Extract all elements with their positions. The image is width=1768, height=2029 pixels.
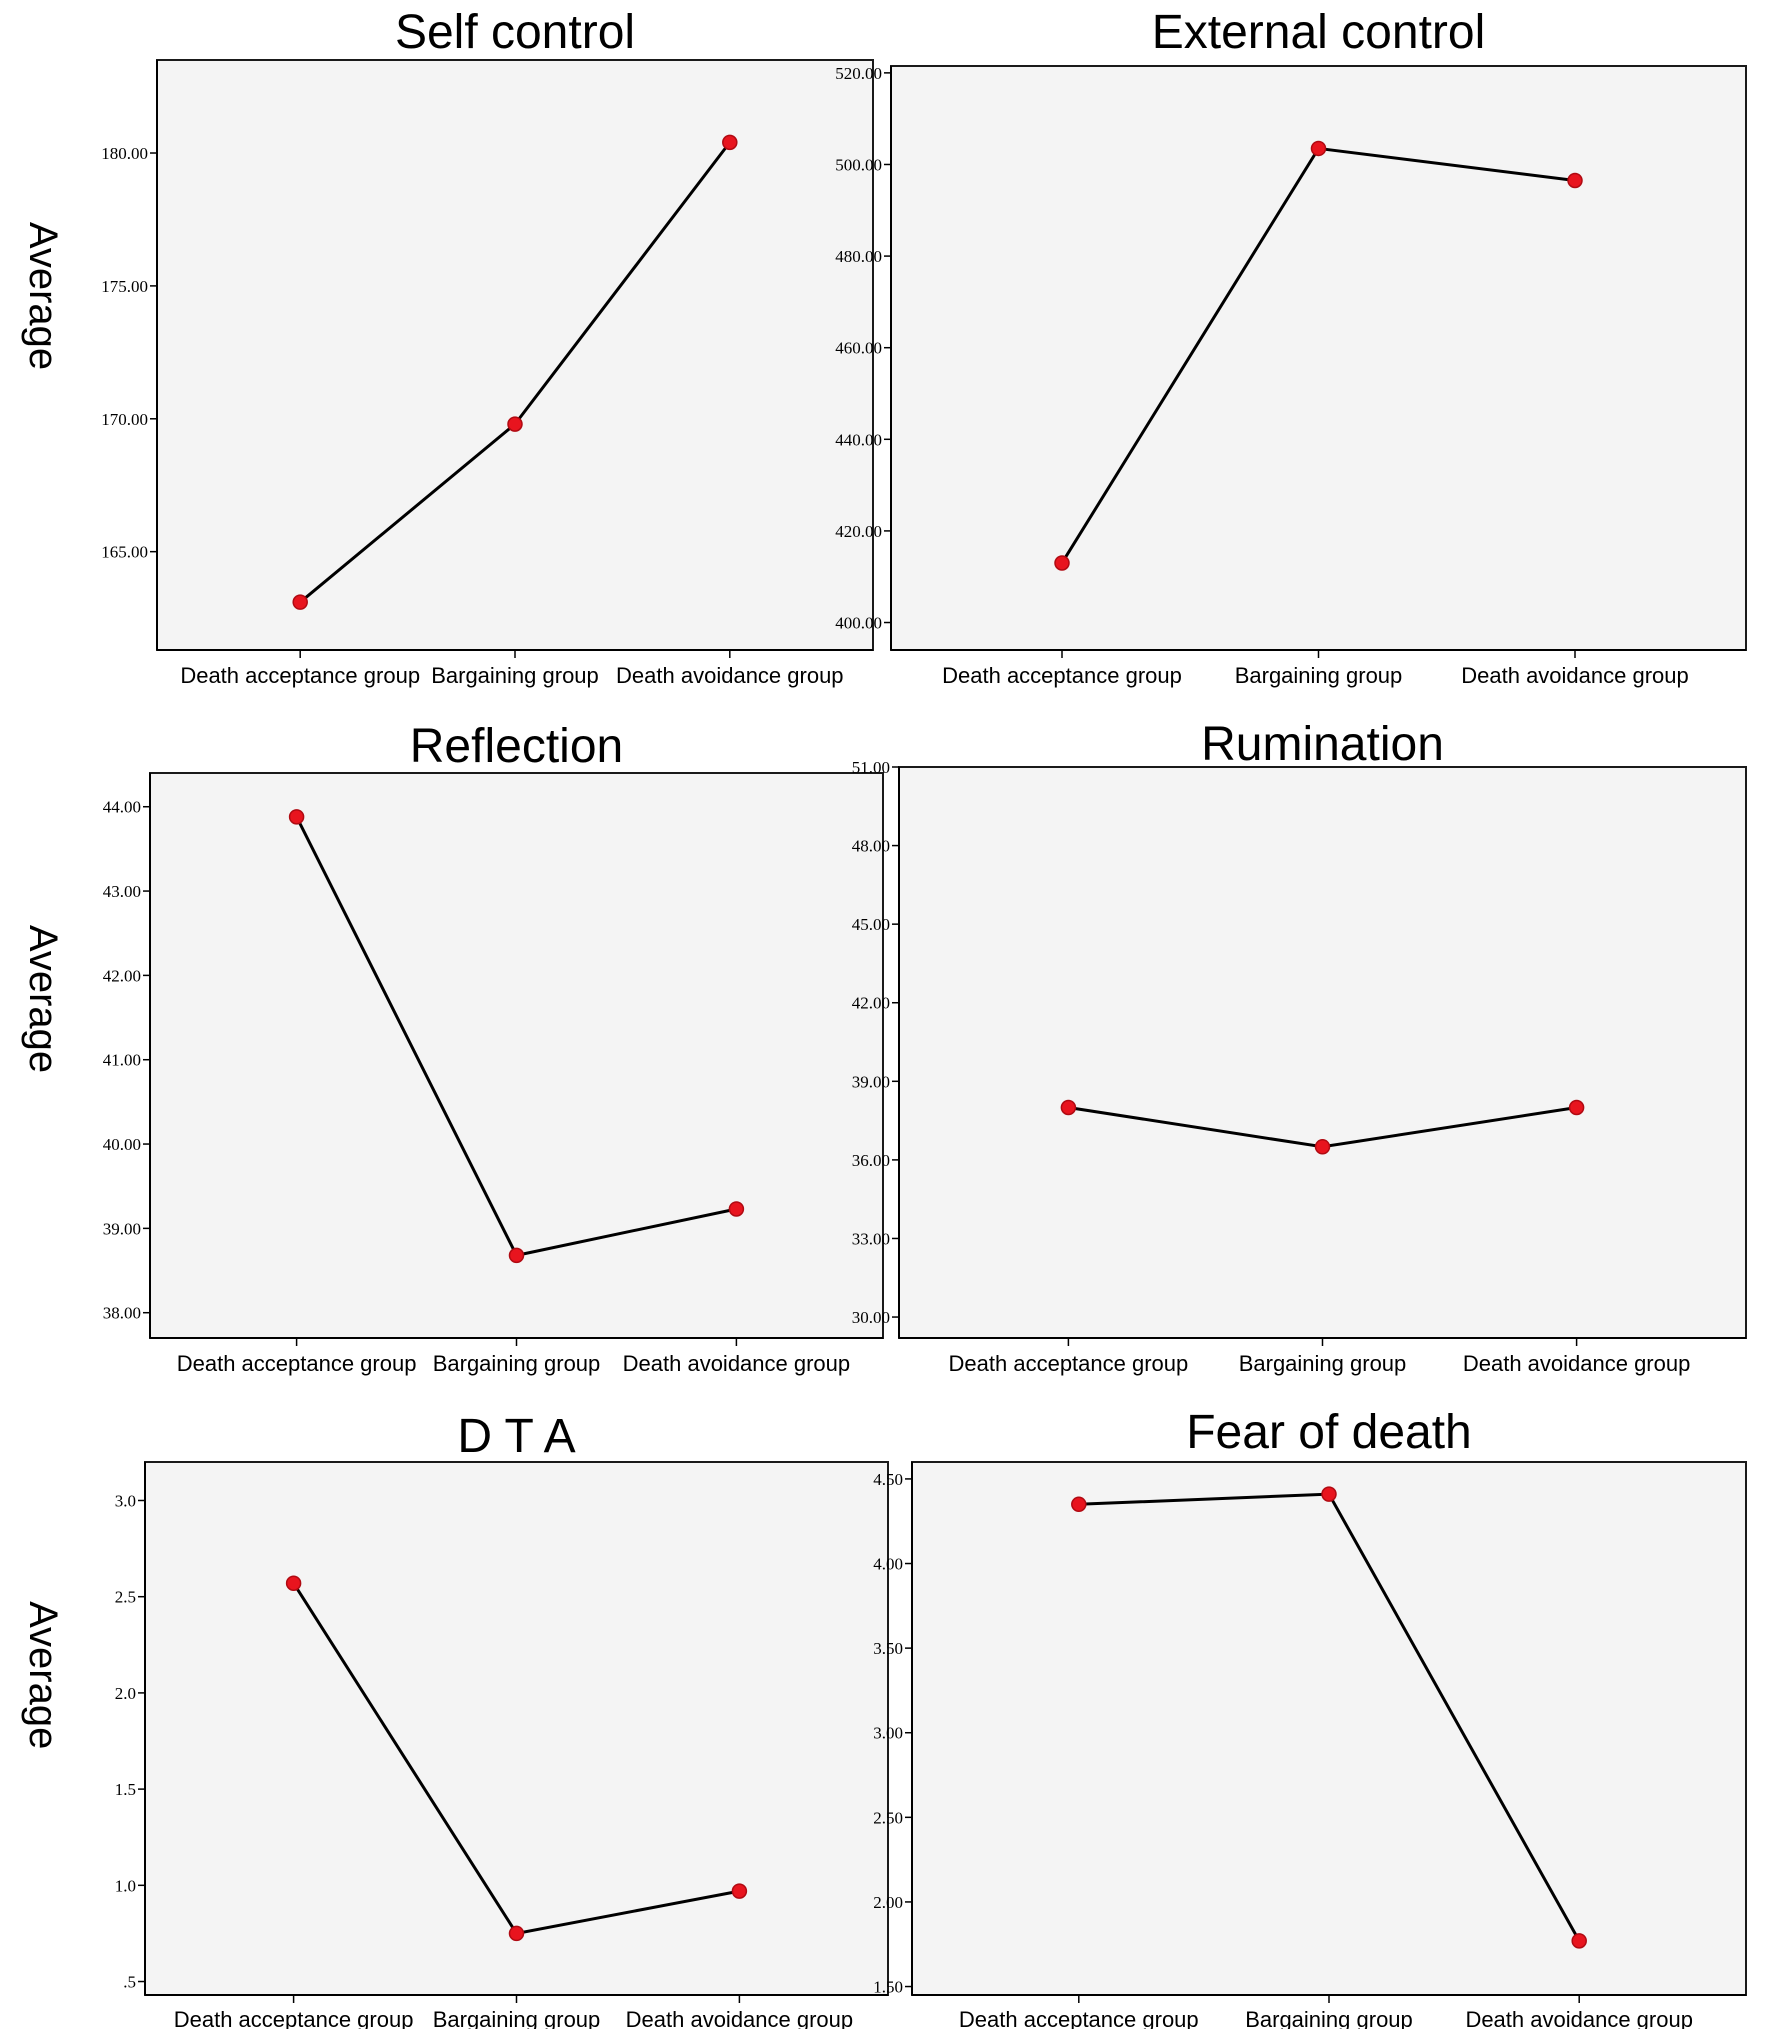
y-tick-label: 500.00 — [835, 155, 882, 174]
data-point — [728, 1201, 745, 1217]
x-tick-label: Bargaining group — [1245, 2007, 1413, 2029]
y-axis-label: Average — [21, 1601, 65, 1749]
data-point — [285, 1575, 302, 1591]
x-tick-label: Bargaining group — [431, 663, 599, 688]
chart-panel: Rumination 30.00 33.00 36.00 39.00 42.00 45.00… — [852, 718, 1747, 1376]
y-tick-label: 3.50 — [873, 1639, 903, 1658]
y-tick-label: 36.00 — [852, 1151, 890, 1170]
chart-panel: D T A Average .5 1.0 1.5 2.0 2.5 3.0 Death accep… — [21, 1410, 889, 2029]
chart-panel: Reflection Average 38.00 39.00 40.00 41.00 42.… — [21, 720, 884, 1376]
x-tick-label: Bargaining group — [433, 2007, 601, 2029]
y-tick-label: 400.00 — [835, 614, 882, 633]
x-tick-label: Death avoidance group — [616, 663, 844, 688]
plot-area — [911, 1461, 1747, 1996]
chart-title: Reflection — [410, 720, 623, 773]
y-tick-label: 43.00 — [103, 882, 141, 901]
x-tick-label: Death avoidance group — [1465, 2007, 1693, 2029]
y-tick-label: 38.00 — [103, 1304, 141, 1323]
chart-title: Rumination — [1201, 718, 1444, 771]
y-tick-label: 2.0 — [115, 1684, 136, 1703]
y-tick-label: 39.00 — [103, 1219, 141, 1238]
y-tick-label: 520.00 — [835, 64, 882, 83]
data-point — [288, 809, 305, 825]
y-tick-label: 2.00 — [873, 1893, 903, 1912]
chart-title: D T A — [457, 1410, 575, 1463]
y-tick-label: 42.00 — [852, 994, 890, 1013]
y-tick-label: 42.00 — [103, 966, 141, 985]
y-tick-label: 44.00 — [103, 798, 141, 817]
y-tick-label: 40.00 — [103, 1135, 141, 1154]
y-tick-label: 30.00 — [852, 1308, 890, 1327]
data-point — [1054, 555, 1070, 571]
y-tick-label: 170.00 — [101, 410, 148, 429]
y-tick-label: 45.00 — [852, 915, 890, 934]
y-tick-label: 165.00 — [101, 543, 148, 562]
x-tick-label: Death avoidance group — [1463, 1351, 1691, 1376]
x-tick-label: Death avoidance group — [623, 1351, 851, 1376]
y-tick-label: 480.00 — [835, 247, 882, 266]
y-tick-label: 440.00 — [835, 430, 882, 449]
plot-area — [898, 766, 1747, 1339]
y-tick-label: 1.50 — [873, 1978, 903, 1997]
data-point — [1071, 1496, 1087, 1513]
x-tick-label: Death acceptance group — [180, 663, 420, 688]
chart-panel: Self control Average 165.00 170.00 175.00 180… — [21, 6, 874, 688]
plot-area — [890, 65, 1747, 651]
x-tick-label: Death acceptance group — [959, 2007, 1199, 2029]
x-tick-label: Death acceptance group — [949, 1351, 1189, 1376]
chart-title: Fear of death — [1186, 1406, 1472, 1459]
x-tick-label: Death acceptance group — [177, 1351, 417, 1376]
data-point — [1314, 1139, 1331, 1155]
y-tick-label: 48.00 — [852, 837, 890, 856]
data-point — [1310, 140, 1327, 157]
data-point — [508, 1247, 525, 1264]
chart-panel: Fear of death 1.50 2.00 2.50 3.00 3.50 4.00 4.5… — [873, 1406, 1747, 2029]
data-point — [508, 1925, 525, 1942]
y-tick-label: 3.0 — [115, 1491, 136, 1510]
y-tick-label: 180.00 — [101, 144, 148, 163]
y-tick-label: 41.00 — [103, 1051, 141, 1070]
x-tick-label: Bargaining group — [1239, 1351, 1407, 1376]
y-tick-label: 1.5 — [115, 1780, 136, 1799]
data-point — [507, 416, 523, 432]
data-point — [292, 594, 308, 610]
data-point — [1321, 1486, 1337, 1502]
y-tick-label: 4.00 — [873, 1555, 903, 1574]
y-tick-label: 51.00 — [852, 758, 890, 777]
y-tick-label: 175.00 — [101, 277, 148, 296]
y-tick-label: 39.00 — [852, 1072, 890, 1091]
y-tick-label: 3.00 — [873, 1724, 903, 1743]
plot-area — [156, 59, 874, 651]
y-tick-label: 2.50 — [873, 1808, 903, 1827]
data-point — [731, 1883, 748, 1899]
y-tick-label: 460.00 — [835, 339, 882, 358]
y-tick-label: 33.00 — [852, 1229, 890, 1248]
data-point — [1571, 1933, 1587, 1949]
chart-panel: External control 400.00 420.00 440.00 460.00… — [835, 6, 1747, 688]
x-tick-label: Death acceptance group — [942, 663, 1182, 688]
y-axis-label: Average — [21, 925, 65, 1073]
chart-title: External control — [1152, 6, 1486, 59]
x-tick-label: Bargaining group — [433, 1351, 601, 1376]
data-point — [1060, 1099, 1077, 1116]
y-tick-label: .5 — [123, 1973, 136, 1992]
data-point — [722, 134, 738, 151]
x-tick-label: Bargaining group — [1235, 663, 1403, 688]
y-axis-label: Average — [21, 222, 65, 370]
x-tick-label: Death avoidance group — [626, 2007, 854, 2029]
data-point — [1568, 1099, 1585, 1116]
x-tick-label: Death acceptance group — [174, 2007, 414, 2029]
x-tick-label: Death avoidance group — [1461, 663, 1689, 688]
y-tick-label: 4.50 — [873, 1470, 903, 1489]
chart-title: Self control — [395, 6, 635, 59]
y-tick-label: 420.00 — [835, 522, 882, 541]
y-tick-label: 2.5 — [115, 1588, 136, 1607]
y-tick-label: 1.0 — [115, 1876, 136, 1895]
plot-area — [144, 1461, 889, 1996]
plot-area — [149, 772, 884, 1339]
data-point — [1567, 172, 1583, 189]
